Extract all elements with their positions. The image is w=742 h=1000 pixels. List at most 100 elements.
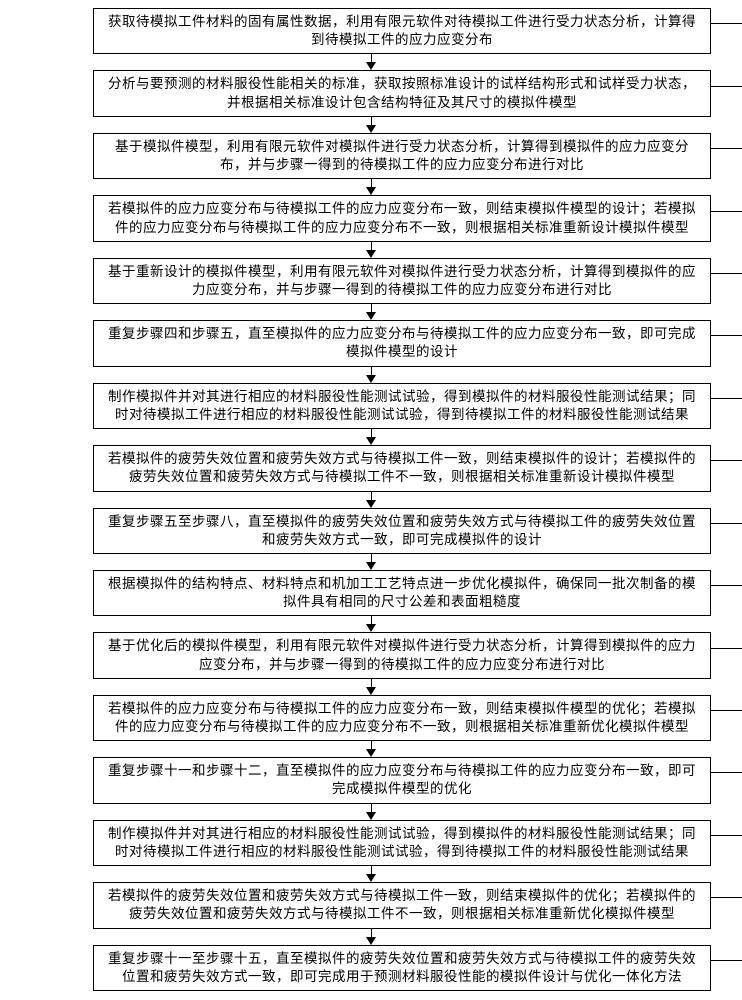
arrow-shaft [371,929,372,937]
step-box: 基于重新设计的模拟件模型，利用有限元软件对模拟件进行受力状态分析，计算得到模拟件… [93,258,711,304]
step-text: 基于重新设计的模拟件模型，利用有限元软件对模拟件进行受力状态分析，计算得到模拟件… [102,263,702,299]
step-box: 制作模拟件并对其进行相应的材料服役性能测试试验，得到模拟件的材料服役性能测试结果… [93,820,711,866]
arrow-head [366,812,376,820]
flow-step-S9: 重复步骤五至步骤八，直至模拟件的疲劳失效位置和疲劳失效方式与待模拟工件的疲劳失效… [0,508,742,554]
arrow-head [366,624,376,632]
connector-line [711,211,742,212]
arrow-head [366,749,376,757]
arrow-shaft [371,741,372,749]
arrow-down-icon [366,616,376,632]
arrow-shaft [371,866,372,874]
arrow-shaft [371,679,372,687]
connector-area: S9 [711,523,742,539]
flow-step-S6: 重复步骤四和步骤五，直至模拟件的应力应变分布与待模拟工件的应力应变分布一致，即可… [0,320,742,366]
arrow-head [366,312,376,320]
connector-area: S11 [711,648,742,664]
arrow-shaft [371,117,372,125]
connector-area: S10 [711,585,742,601]
arrow-down-icon [366,866,376,882]
flow-step-S11: 基于优化后的模拟件模型，利用有限元软件对模拟件进行受力状态分析，计算得到模拟件的… [0,632,742,678]
step-box: 重复步骤五至步骤八，直至模拟件的疲劳失效位置和疲劳失效方式与待模拟工件的疲劳失效… [93,508,711,554]
arrow-down-icon [366,242,376,258]
arrow-down-icon [366,492,376,508]
flow-step-S4: 若模拟件的应力应变分布与待模拟工件的应力应变分布一致，则结束模拟件模型的设计；若… [0,195,742,241]
arrow-shaft [371,367,372,375]
connector-area: S1 [711,23,742,39]
connector-line [711,960,742,961]
arrow-down-icon [366,179,376,195]
connector-area: S5 [711,273,742,289]
step-box: 分析与要预测的材料服役性能相关的标准，获取按照标准设计的试样结构形式和试样受力状… [93,70,711,116]
arrow-head [366,250,376,258]
arrow-down-icon [366,367,376,383]
flow-step-S7: 制作模拟件并对其进行相应的材料服役性能测试试验，得到模拟件的材料服役性能测试结果… [0,383,742,429]
connector-line [711,835,742,836]
arrow-head [366,874,376,882]
step-text: 分析与要预测的材料服役性能相关的标准，获取按照标准设计的试样结构形式和试样受力状… [102,75,702,111]
step-text: 重复步骤四和步骤五，直至模拟件的应力应变分布与待模拟工件的应力应变分布一致，即可… [102,325,702,361]
arrow-down-icon [366,54,376,70]
arrow-shaft [371,804,372,812]
connector-line [711,23,742,24]
arrow-shaft [371,554,372,562]
step-text: 若模拟件的应力应变分布与待模拟工件的应力应变分布一致，则结束模拟件模型的设计；若… [102,200,702,236]
arrow-head [366,437,376,445]
arrow-shaft [371,179,372,187]
arrow-head [366,187,376,195]
flow-step-S13: 重复步骤十一和步骤十二，直至模拟件的应力应变分布与待模拟工件的应力应变分布一致，… [0,757,742,803]
connector-area: S13 [711,772,742,788]
step-box: 若模拟件的应力应变分布与待模拟工件的应力应变分布一致，则结束模拟件模型的优化；若… [93,695,711,741]
flowchart-root: 获取待模拟工件材料的固有属性数据，利用有限元软件对待模拟工件进行受力状态分析，计… [0,0,742,999]
arrow-down-icon [366,804,376,820]
arrow-down-icon [366,117,376,133]
step-box: 若模拟件的应力应变分布与待模拟工件的应力应变分布一致，则结束模拟件模型的设计；若… [93,195,711,241]
connector-line [711,148,742,149]
step-text: 制作模拟件并对其进行相应的材料服役性能测试试验，得到模拟件的材料服役性能测试结果… [102,825,702,861]
arrow-head [366,62,376,70]
step-text: 若模拟件的应力应变分布与待模拟工件的应力应变分布一致，则结束模拟件模型的优化；若… [102,700,702,736]
arrow-shaft [371,304,372,312]
arrow-down-icon [366,304,376,320]
step-box: 基于优化后的模拟件模型，利用有限元软件对模拟件进行受力状态分析，计算得到模拟件的… [93,632,711,678]
arrow-down-icon [366,429,376,445]
connector-area: S7 [711,398,742,414]
arrow-down-icon [366,554,376,570]
connector-line [711,335,742,336]
connector-line [711,710,742,711]
connector-line [711,398,742,399]
connector-line [711,585,742,586]
arrow-head [366,500,376,508]
flow-step-S12: 若模拟件的应力应变分布与待模拟工件的应力应变分布一致，则结束模拟件模型的优化；若… [0,695,742,741]
step-box: 重复步骤十一和步骤十二，直至模拟件的应力应变分布与待模拟工件的应力应变分布一致，… [93,757,711,803]
flow-step-S1: 获取待模拟工件材料的固有属性数据，利用有限元软件对待模拟工件进行受力状态分析，计… [0,8,742,54]
connector-line [711,273,742,274]
step-text: 根据模拟件的结构特点、材料特点和机加工工艺特点进一步优化模拟件，确保同一批次制备… [102,575,702,611]
connector-line [711,523,742,524]
arrow-down-icon [366,741,376,757]
connector-line [711,897,742,898]
connector-area: S12 [711,710,742,726]
step-text: 重复步骤五至步骤八，直至模拟件的疲劳失效位置和疲劳失效方式与待模拟工件的疲劳失效… [102,513,702,549]
arrow-head [366,687,376,695]
arrow-shaft [371,242,372,250]
step-text: 基于模拟件模型，利用有限元软件对模拟件进行受力状态分析，计算得到模拟件的应力应变… [102,138,702,174]
connector-line [711,460,742,461]
step-box: 基于模拟件模型，利用有限元软件对模拟件进行受力状态分析，计算得到模拟件的应力应变… [93,133,711,179]
step-text: 重复步骤十一至步骤十五，直至模拟件的疲劳失效位置和疲劳失效方式与待模拟工件的疲劳… [102,950,702,986]
step-text: 获取待模拟工件材料的固有属性数据，利用有限元软件对待模拟工件进行受力状态分析，计… [102,13,702,49]
arrow-head [366,375,376,383]
connector-area: S15 [711,897,742,913]
arrow-shaft [371,616,372,624]
step-text: 重复步骤十一和步骤十二，直至模拟件的应力应变分布与待模拟工件的应力应变分布一致，… [102,762,702,798]
arrow-down-icon [366,929,376,945]
arrow-shaft [371,492,372,500]
connector-line [711,772,742,773]
connector-area: S6 [711,335,742,351]
step-box: 根据模拟件的结构特点、材料特点和机加工工艺特点进一步优化模拟件，确保同一批次制备… [93,570,711,616]
connector-area: S3 [711,148,742,164]
connector-area: S4 [711,211,742,227]
step-box: 获取待模拟工件材料的固有属性数据，利用有限元软件对待模拟工件进行受力状态分析，计… [93,8,711,54]
arrow-head [366,937,376,945]
step-box: 重复步骤四和步骤五，直至模拟件的应力应变分布与待模拟工件的应力应变分布一致，即可… [93,320,711,366]
connector-area: S8 [711,460,742,476]
